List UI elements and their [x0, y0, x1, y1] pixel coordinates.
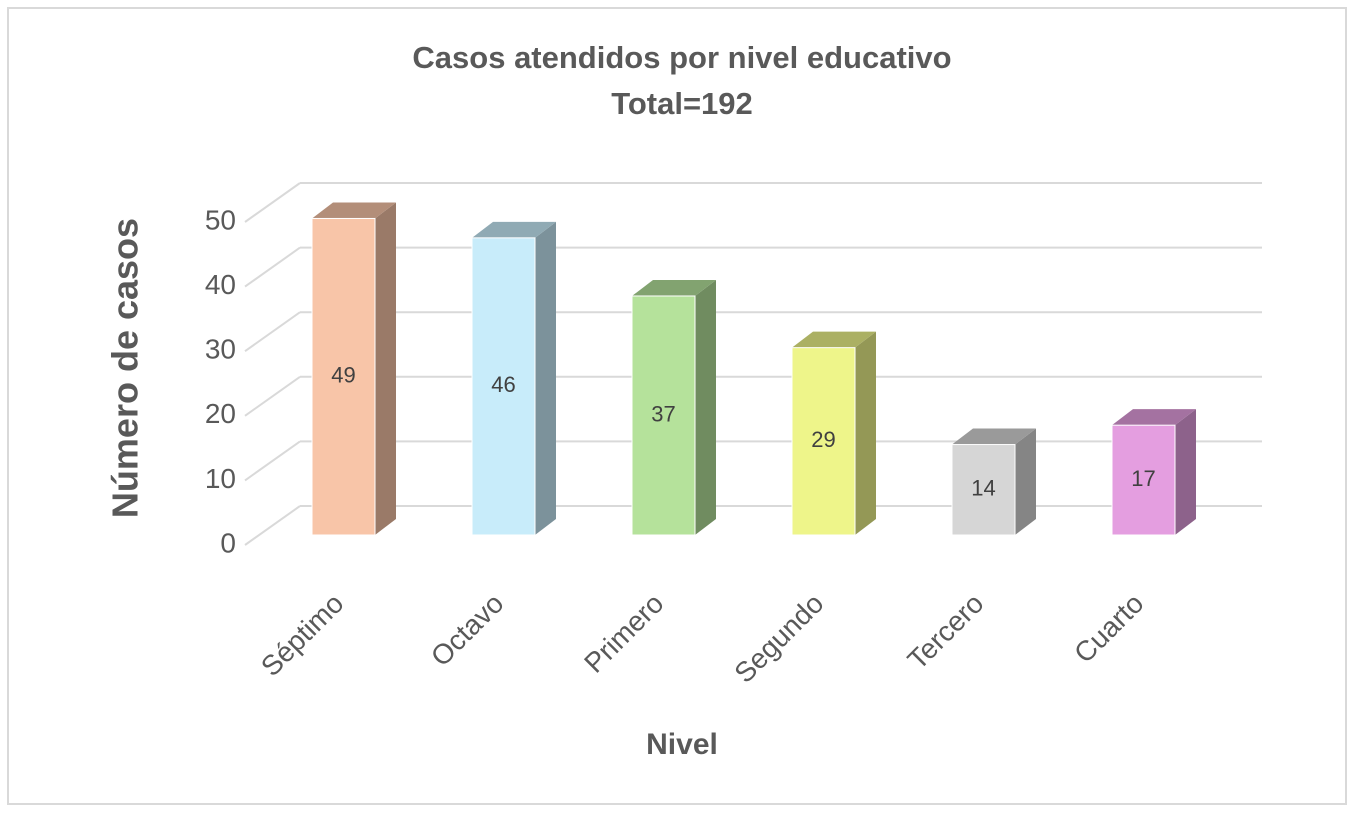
- data-label: 49: [331, 363, 355, 388]
- x-axis-label: Nivel: [646, 728, 718, 761]
- bar-side: [855, 331, 876, 535]
- bar-side: [1175, 409, 1196, 535]
- grid-line: [244, 375, 301, 417]
- data-label: 37: [651, 401, 675, 426]
- bar-side: [1015, 428, 1036, 535]
- bar: [791, 347, 856, 536]
- bar-top: [472, 221, 556, 238]
- chart-title: Casos atendidos por nivel educativo: [412, 40, 951, 75]
- bar: [951, 444, 1016, 536]
- grid-line: [244, 246, 301, 288]
- grid-line: [244, 505, 301, 546]
- data-label: 14: [971, 476, 995, 501]
- y-tick-label: 50: [205, 204, 236, 235]
- grid-line: [244, 182, 301, 223]
- bar-side: [695, 279, 716, 535]
- chart-subtitle: Total=192: [611, 86, 753, 121]
- y-tick-label: 30: [205, 334, 236, 365]
- bar-top: [1112, 409, 1196, 426]
- bar-side: [375, 202, 396, 535]
- data-label: 46: [491, 372, 515, 397]
- y-tick-label: 20: [205, 398, 236, 429]
- data-label: 29: [811, 427, 835, 452]
- y-axis-label: Número de casos: [105, 218, 146, 518]
- bar-side: [535, 221, 556, 535]
- y-tick-label: 10: [205, 463, 236, 494]
- bar: [311, 217, 376, 536]
- bar-top: [312, 202, 396, 219]
- grid-line: [244, 311, 301, 353]
- bar: [631, 295, 696, 536]
- y-tick-label: 40: [205, 269, 236, 300]
- bar-top: [792, 331, 876, 348]
- data-label: 17: [1131, 466, 1155, 491]
- bar-top: [952, 428, 1036, 445]
- bar: [1111, 424, 1176, 536]
- y-tick-label: 0: [220, 527, 236, 558]
- grid-line: [244, 440, 301, 482]
- bar: [471, 237, 536, 536]
- bar-top: [632, 279, 716, 296]
